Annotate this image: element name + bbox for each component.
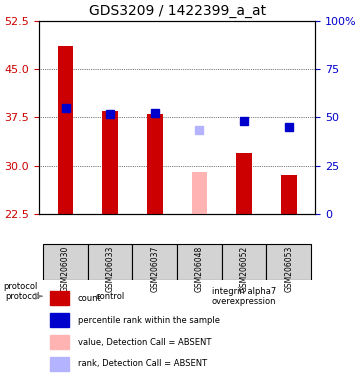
Text: protocol: protocol [4, 281, 38, 291]
FancyBboxPatch shape [132, 244, 177, 280]
FancyBboxPatch shape [266, 244, 311, 280]
Text: protocol: protocol [5, 292, 40, 301]
Text: GSM206048: GSM206048 [195, 246, 204, 292]
Text: GSM206052: GSM206052 [240, 246, 249, 292]
Title: GDS3209 / 1422399_a_at: GDS3209 / 1422399_a_at [88, 4, 266, 18]
Bar [147, 114, 162, 214]
Bar [281, 175, 296, 214]
Bar [58, 46, 73, 214]
Text: GSM206037: GSM206037 [150, 246, 159, 292]
FancyBboxPatch shape [43, 244, 88, 280]
Text: count: count [78, 294, 101, 303]
FancyBboxPatch shape [43, 282, 177, 310]
Text: integrin alpha7
overexpression: integrin alpha7 overexpression [212, 286, 276, 306]
Bar [103, 111, 118, 214]
Bar [50, 291, 69, 305]
Bar [50, 335, 69, 349]
Bar [236, 153, 252, 214]
FancyBboxPatch shape [222, 244, 266, 280]
Bar [50, 357, 69, 371]
Text: percentile rank within the sample: percentile rank within the sample [78, 316, 219, 324]
Text: value, Detection Call = ABSENT: value, Detection Call = ABSENT [78, 338, 211, 346]
FancyBboxPatch shape [177, 244, 222, 280]
FancyBboxPatch shape [177, 282, 311, 310]
Text: GSM206033: GSM206033 [106, 246, 115, 292]
Text: control: control [96, 292, 125, 301]
Text: GSM206030: GSM206030 [61, 246, 70, 292]
Bar [192, 172, 207, 214]
Text: rank, Detection Call = ABSENT: rank, Detection Call = ABSENT [78, 359, 206, 368]
FancyBboxPatch shape [88, 244, 132, 280]
Text: GSM206053: GSM206053 [284, 246, 293, 292]
Bar [50, 313, 69, 327]
